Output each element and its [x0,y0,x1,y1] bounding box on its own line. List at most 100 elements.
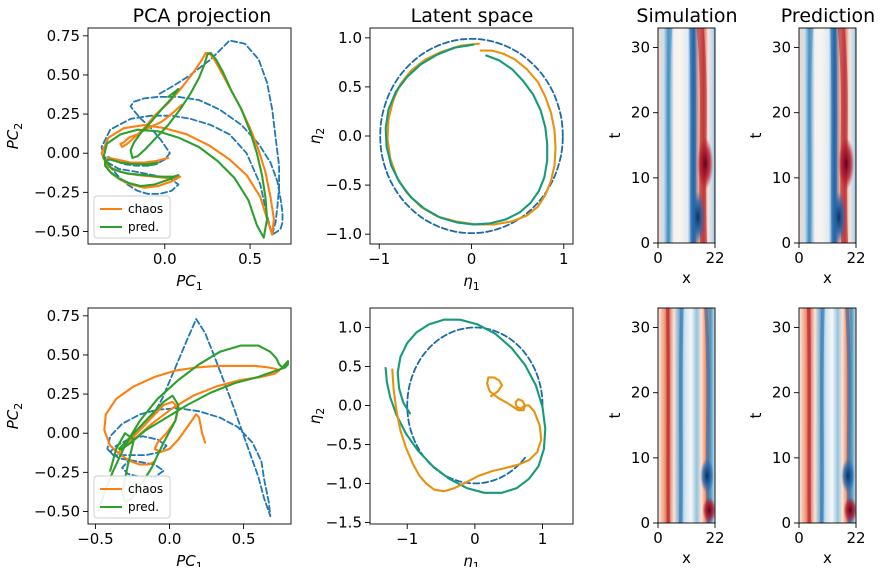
y-tick-label-pca-top: 0.75 [47,27,80,45]
x-axis-label-pca-bottom: PC1 [176,552,203,567]
y-tick-label-prediction-top: 10 [772,169,791,187]
x-tick-label-prediction-top: 0 [794,249,804,267]
heatmap-streak [704,308,710,523]
y-tick-label-pca-bottom: −0.50 [34,502,80,520]
heatmap-simulation-bottom [658,308,715,523]
y-tick-label-pca-top: −0.25 [34,183,80,201]
x-axis-label-simulation-top: x [682,269,691,287]
y-tick-label-simulation-top: 0 [640,234,650,252]
x-tick-label-pca-bottom: 0.5 [232,530,256,548]
plot-area-latent-bottom [384,318,547,494]
y-axis-label-latent-top: η2 [306,128,327,145]
y-axis-label-latent-top-main: η [306,134,324,144]
axes-frame-latent-top [369,27,574,245]
y-tick-label-pca-top: −0.50 [34,222,80,240]
y-tick-label-simulation-bottom: 10 [631,449,650,467]
y-tick-label-prediction-bottom: 30 [772,319,791,337]
x-tick-label-latent-top: 0 [467,250,477,268]
y-axis-label-latent-bottom: η2 [306,408,327,425]
axes-prediction-bottom [794,307,857,528]
x-axis-label-pca-top: PC1 [176,272,203,293]
y-tick-label-pca-top: 0.00 [47,144,80,162]
y-axis-label-prediction-bottom: t [747,412,765,418]
heatmap-streak [665,308,670,523]
x-axis-label-latent-top: η1 [463,272,480,293]
y-tick-label-simulation-bottom: 20 [631,384,650,402]
y-tick-label-latent-top: 1.0 [338,29,362,47]
x-tick-label-pca-top: 0.5 [238,250,262,268]
y-axis-label-simulation-top: t [606,132,624,138]
y-tick-label-latent-top: 0.0 [338,127,362,145]
x-axis-label-simulation-bottom: x [682,549,691,567]
x-tick-label-prediction-top: 22 [846,249,865,267]
y-tick-label-pca-bottom: 0.25 [47,385,80,403]
x-axis-label-pca-top-main: PC [176,272,196,290]
panel-title-latent: Latent space [411,5,534,27]
x-axis-label-latent-top-main: η [463,272,473,290]
axes-pca-top [83,27,292,249]
y-tick-label-simulation-top: 10 [631,169,650,187]
x-tick-label-prediction-bottom: 22 [846,529,865,547]
heatmap-blob-blue [691,191,705,243]
y-tick-label-pca-bottom: 0.00 [47,424,80,442]
x-tick-label-pca-bottom: 0.0 [158,530,182,548]
heatmap-streak [845,308,851,523]
heatmap-streak [807,28,814,243]
x-tick-label-prediction-bottom: 0 [794,529,804,547]
y-axis-label-pca-top-sub: 2 [12,123,25,130]
series-latent_dashed-latent-bottom [406,326,544,485]
x-axis-label-latent-top-sub: 1 [473,280,480,293]
x-axis-label-latent-bottom-main: η [463,552,473,567]
axes-frame-pca-top [87,27,292,245]
y-tick-label-simulation-top: 30 [631,39,650,57]
x-tick-label-latent-bottom: −1 [396,530,418,548]
heatmap-streak [820,308,825,523]
y-tick-label-latent-top: −1.0 [326,225,362,243]
heatmap-simulation-top [658,28,715,243]
y-tick-label-prediction-top: 0 [781,234,791,252]
axes-latent-bottom [365,307,574,529]
x-tick-label-latent-top: −1 [368,250,390,268]
panel-title-simulation: Simulation [636,5,737,27]
y-tick-label-latent-bottom: 0.5 [338,357,362,375]
axes-frame-prediction-top [798,27,857,244]
y-tick-label-pca-top: 0.25 [47,105,80,123]
y-axis-label-pca-top: PC2 [4,123,25,150]
y-axis-label-pca-top-main: PC [4,129,22,149]
x-tick-label-latent-bottom: 1 [538,530,548,548]
series-pred-pca-top [102,51,269,239]
y-tick-label-latent-top: 0.5 [338,78,362,96]
y-tick-label-prediction-bottom: 20 [772,384,791,402]
heatmap-streak [806,308,811,523]
axes-frame-latent-bottom [369,307,574,525]
legend-pca-top: chaos pred. [93,195,171,239]
heatmap-blob-red [702,497,715,523]
y-tick-label-simulation-bottom: 0 [640,514,650,532]
x-axis-label-pca-top-sub: 1 [196,280,203,293]
axes-simulation-top [653,27,716,248]
heatmap-streaks-prediction-bottom [806,308,856,523]
heatmap-blob-blue [832,191,846,243]
axes-simulation-bottom [653,307,716,528]
y-tick-label-latent-bottom: 1.0 [338,318,362,336]
axes-frame-simulation-bottom [657,307,716,524]
x-axis-label-prediction-top: x [823,269,832,287]
x-tick-label-pca-bottom: −0.5 [77,530,113,548]
series-latent_chaos-latent-bottom [391,368,543,493]
y-axis-label-prediction-top: t [747,132,765,138]
y-tick-label-latent-top: −0.5 [326,176,362,194]
x-tick-label-simulation-top: 0 [653,249,663,267]
panel-title-prediction: Prediction [781,5,875,27]
axes-frame-simulation-top [657,27,716,244]
axes-pca-bottom [83,307,292,529]
y-tick-label-simulation-bottom: 30 [631,319,650,337]
x-tick-label-simulation-bottom: 22 [705,529,724,547]
series-dashed-pca-top [100,39,284,236]
y-tick-label-latent-bottom: −1.5 [326,513,362,531]
y-tick-label-latent-bottom: 0.0 [338,396,362,414]
y-axis-label-latent-bottom-sub: 2 [314,408,327,415]
y-axis-label-latent-top-sub: 2 [314,128,327,135]
heatmap-blob-red [843,497,856,523]
x-tick-label-pca-top: 0.0 [153,250,177,268]
